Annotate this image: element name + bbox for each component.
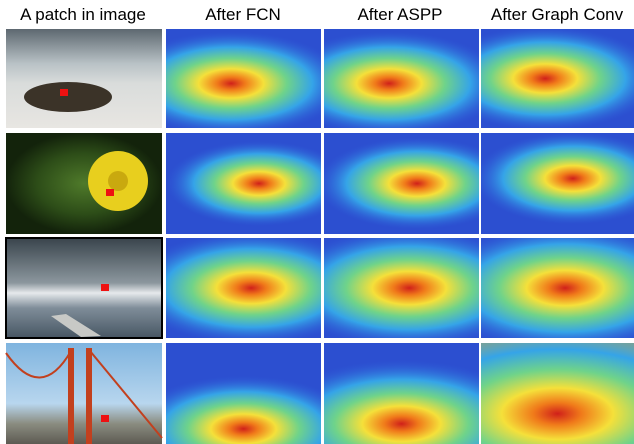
rock — [24, 82, 112, 112]
photo-background — [6, 238, 162, 338]
heatmap-activation — [166, 133, 321, 234]
heatmap-activation — [324, 133, 479, 234]
column-header: After ASPP — [357, 5, 442, 24]
pier — [51, 314, 101, 337]
photo — [5, 343, 163, 444]
column-header: After Graph Conv — [491, 5, 624, 24]
heatmap-activation — [324, 238, 479, 338]
photo — [6, 29, 162, 128]
frame — [5, 237, 163, 339]
column-header: After FCN — [205, 5, 281, 24]
heatmap — [166, 238, 321, 338]
heatmap — [166, 343, 321, 444]
photo — [6, 133, 162, 234]
heatmap-activation — [481, 29, 634, 128]
heatmap — [166, 133, 321, 234]
flower-center — [108, 171, 128, 191]
heatmap — [324, 343, 479, 444]
heatmap-activation — [166, 238, 321, 338]
heatmap — [324, 238, 479, 338]
patch-marker — [101, 284, 109, 291]
cable — [5, 350, 72, 379]
patch-marker — [106, 189, 114, 196]
heatmap — [481, 343, 634, 444]
tower — [68, 348, 74, 444]
heatmap-activation — [481, 343, 634, 444]
column-header: A patch in image — [20, 5, 146, 24]
heatmap — [166, 29, 321, 128]
heatmap — [324, 29, 479, 128]
cable — [89, 350, 163, 439]
heatmap-activation — [324, 343, 479, 444]
photo — [5, 237, 163, 339]
photo-background — [6, 343, 162, 444]
heatmap — [481, 238, 634, 338]
heatmap-activation — [166, 29, 321, 128]
heatmap — [324, 133, 479, 234]
patch-marker — [60, 89, 68, 96]
heatmap-activation — [166, 343, 321, 444]
heatmap-activation — [324, 29, 479, 128]
photo-background — [6, 29, 162, 128]
heatmap-activation — [481, 238, 634, 338]
heatmap — [481, 29, 634, 128]
patch-marker — [101, 415, 109, 422]
heatmap — [481, 133, 634, 234]
tower — [86, 348, 92, 444]
heatmap-activation — [481, 133, 634, 234]
